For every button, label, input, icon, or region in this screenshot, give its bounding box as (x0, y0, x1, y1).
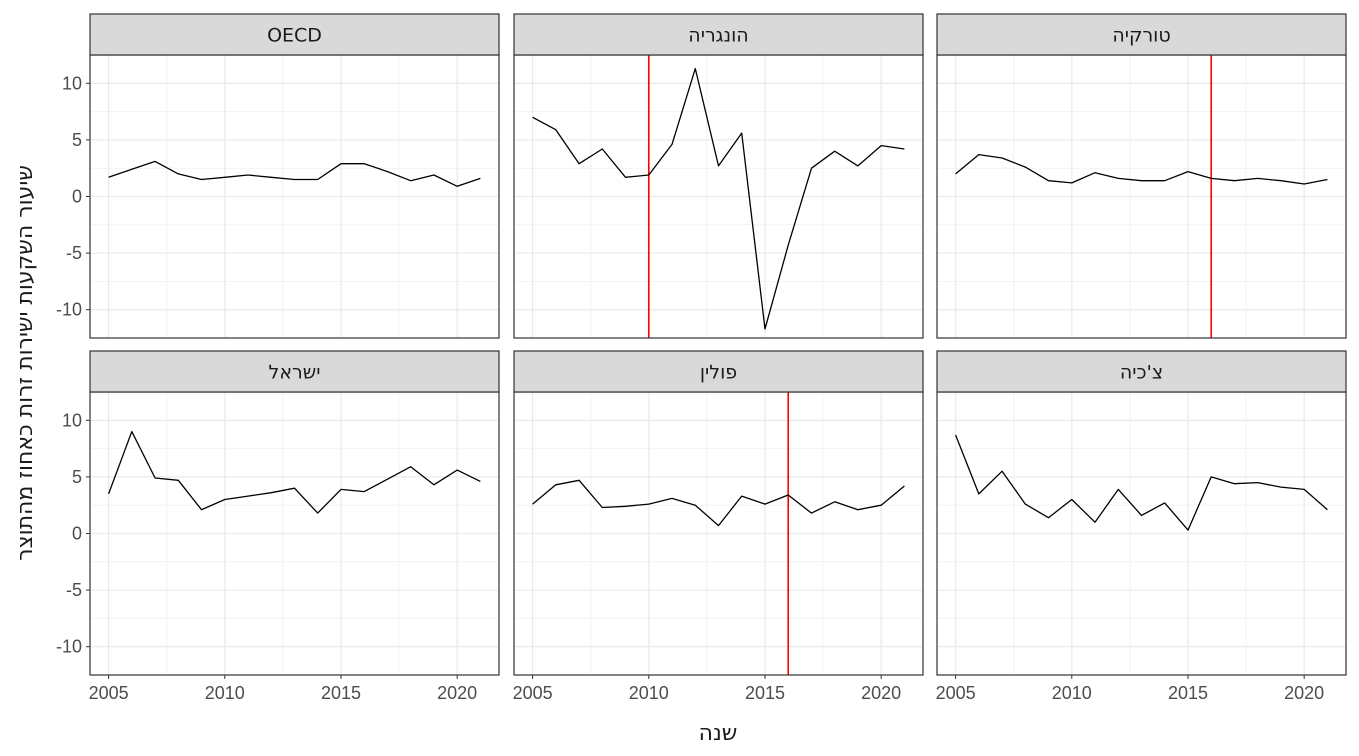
x-tick-label: 2010 (629, 683, 669, 703)
series-line (955, 153, 1328, 185)
x-axis-title: שנה (699, 721, 738, 746)
facet-strip (513, 13, 924, 56)
x-tick-label: 2005 (936, 683, 976, 703)
series-line (108, 160, 481, 187)
x-tick-label: 2015 (1168, 683, 1208, 703)
series-line (107, 430, 481, 514)
facet-title: OECD (267, 25, 322, 47)
y-tick-label: 5 (72, 467, 82, 487)
x-tick-label: 2020 (1284, 683, 1324, 703)
x-tick-label: 2005 (89, 683, 129, 703)
facet-strip (936, 350, 1347, 393)
y-tick-label: 0 (72, 187, 82, 207)
y-tick-label: 0 (72, 524, 82, 544)
x-tick-label: 2020 (437, 683, 477, 703)
facet-strip (513, 350, 924, 393)
y-tick-label: -10 (56, 637, 82, 657)
y-tick-label: 10 (62, 410, 82, 430)
y-tick-label: -10 (56, 300, 82, 320)
series-line (532, 479, 905, 527)
x-tick-label: 2005 (513, 683, 553, 703)
facet-strip (89, 13, 500, 56)
y-tick-label: -5 (66, 243, 82, 263)
facet-strip (89, 350, 500, 393)
facet-title: הונגריה (688, 25, 748, 47)
x-tick-label: 2015 (321, 683, 361, 703)
facet-title: צ'כיה (1120, 362, 1163, 384)
facet-strip (936, 13, 1347, 56)
x-tick-label: 2010 (1052, 683, 1092, 703)
x-tick-label: 2010 (205, 683, 245, 703)
y-tick-label: -5 (66, 580, 82, 600)
facet-title: פולין (700, 362, 737, 384)
y-axis-title: שיעור השקעות ישירות זרות כאחוז מהתוצר (13, 165, 38, 561)
y-tick-label: 5 (72, 130, 82, 150)
series-line (532, 67, 905, 330)
x-tick-label: 2020 (861, 683, 901, 703)
series-line (954, 434, 1328, 531)
facet-title: טורקיה (1112, 25, 1170, 47)
y-tick-label: 10 (62, 73, 82, 93)
x-tick-label: 2015 (745, 683, 785, 703)
facet-title: ישראל (269, 362, 321, 384)
